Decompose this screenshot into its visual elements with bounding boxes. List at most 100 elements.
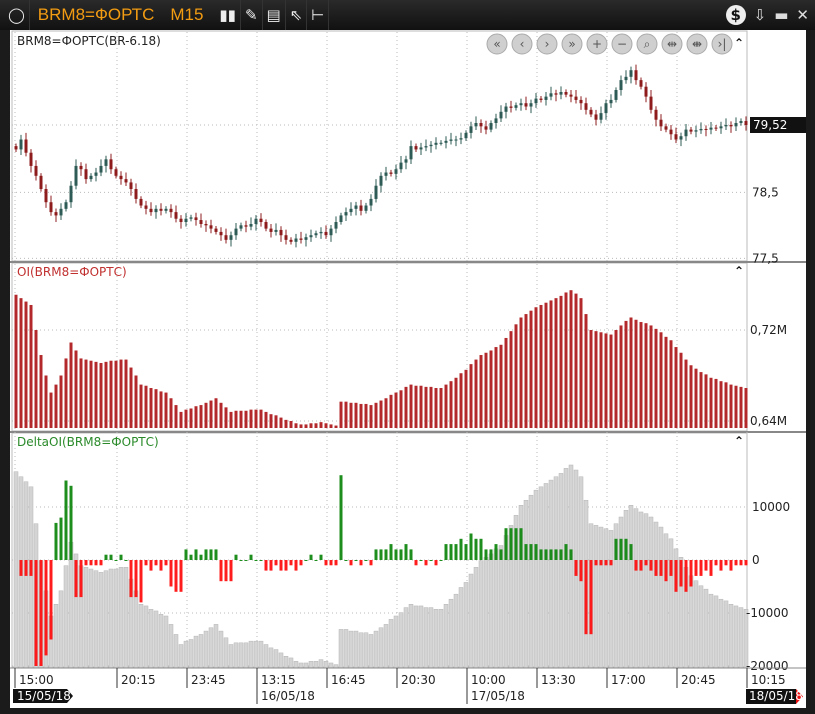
- candle-down: [689, 129, 693, 132]
- delta-background-bar: [318, 659, 324, 669]
- collapse-price-icon[interactable]: ⌃: [734, 36, 744, 50]
- candle-down: [79, 165, 83, 170]
- delta-bar-down: [299, 560, 303, 566]
- delta-bar-down: [174, 560, 178, 592]
- delta-bar-up: [404, 544, 408, 560]
- oi-bar: [544, 302, 548, 428]
- delta-background-bar: [68, 541, 74, 669]
- candle-up: [99, 165, 103, 173]
- delta-background-bar: [108, 568, 114, 669]
- cursor-icon[interactable]: ⇖: [286, 0, 308, 30]
- compress-button[interactable]: [661, 33, 683, 55]
- collapse-delta-icon[interactable]: ⌃: [734, 434, 744, 448]
- oi-bar: [639, 322, 643, 428]
- timeframe-label[interactable]: M15: [170, 5, 204, 24]
- candle-up: [499, 111, 503, 119]
- delta-bar-up: [64, 480, 68, 560]
- oi-bar: [254, 409, 258, 428]
- scroll-end-button[interactable]: [561, 33, 583, 55]
- candle-up: [464, 132, 468, 139]
- candle-up: [239, 225, 243, 229]
- delta-tick-label: 10000: [752, 500, 790, 514]
- oi-bar: [439, 388, 443, 428]
- circle-icon[interactable]: ◯: [4, 0, 30, 30]
- expand-button[interactable]: [686, 33, 708, 55]
- last-price-badge: [750, 117, 806, 133]
- scroll-start-button[interactable]: [486, 33, 508, 55]
- candle-up: [474, 123, 478, 127]
- dollar-icon[interactable]: $: [725, 5, 746, 25]
- candle-down: [49, 202, 53, 213]
- candle-down: [44, 189, 48, 203]
- candlestick-icon[interactable]: ▮▮: [215, 0, 241, 30]
- oi-bar: [529, 310, 533, 428]
- close-icon[interactable]: ✕: [796, 6, 809, 24]
- delta-bar-down: [714, 560, 718, 566]
- zoom-in-button[interactable]: [586, 33, 608, 55]
- symbol-title[interactable]: BRM8=ФОРТС: [37, 5, 155, 24]
- maximize-icon[interactable]: ▬: [774, 6, 789, 24]
- candle-down: [14, 146, 18, 150]
- delta-bar-up: [379, 549, 383, 560]
- oi-bar: [684, 359, 688, 428]
- delta-bar-down: [219, 560, 223, 582]
- delta-bar-down: [159, 560, 163, 571]
- collapse-oi-icon[interactable]: ⌃: [734, 264, 744, 278]
- candle-up: [354, 205, 358, 209]
- delta-bar-down: [44, 560, 48, 656]
- candle-down: [144, 205, 148, 209]
- scroll-right-button[interactable]: [536, 33, 558, 55]
- delta-background-bar: [658, 526, 664, 669]
- delta-bar-up: [464, 544, 468, 560]
- candle-down: [179, 218, 183, 223]
- delta-bar-down: [99, 560, 103, 566]
- delta-bar-up: [499, 549, 503, 560]
- candle-down: [649, 96, 653, 110]
- candle-down: [569, 94, 573, 97]
- candle-down: [224, 235, 228, 240]
- candle-down: [714, 127, 718, 129]
- zoom-out-button[interactable]: [611, 33, 633, 55]
- candle-down: [664, 126, 668, 130]
- candle-up: [604, 103, 608, 114]
- candle-up: [189, 217, 193, 219]
- delta-bar-down: [669, 560, 673, 576]
- oi-bar: [199, 405, 203, 428]
- oi-bar: [424, 386, 428, 428]
- candle-up: [449, 139, 453, 141]
- scroll-start-icon: «: [493, 37, 500, 51]
- oi-bar: [244, 410, 248, 428]
- download-icon[interactable]: ⇩: [753, 6, 767, 24]
- oi-bar: [344, 401, 348, 428]
- oi-bar: [554, 298, 558, 428]
- delta-background-bar: [143, 605, 149, 669]
- pencil-icon[interactable]: ✎: [241, 0, 263, 30]
- oi-bar: [359, 403, 363, 428]
- scroll-left-button[interactable]: [511, 33, 533, 55]
- delta-background-bar: [628, 505, 634, 669]
- oi-bar: [139, 384, 143, 428]
- scroll-end-arrow-icon[interactable]: [796, 689, 803, 704]
- oi-bar: [609, 334, 613, 428]
- oi-bar: [309, 423, 313, 428]
- candle-up: [369, 198, 373, 206]
- oi-bar: [249, 409, 253, 428]
- oi-bar: [579, 298, 583, 428]
- delta-bar-up: [559, 549, 563, 560]
- candle-down: [744, 121, 748, 125]
- delta-background-bar: [458, 587, 464, 669]
- delta-background-bar: [633, 508, 639, 669]
- oi-bar: [469, 364, 473, 428]
- date-label: 18/05/18: [749, 689, 803, 703]
- candle-down: [129, 182, 133, 190]
- chart-settings-icon[interactable]: ▤: [263, 0, 286, 30]
- candle-up: [334, 222, 338, 229]
- candle-down: [39, 175, 43, 190]
- delta-bar-up: [549, 549, 553, 560]
- delta-bar-up: [114, 560, 118, 561]
- level-icon[interactable]: ⊢: [307, 0, 330, 30]
- go-last-button[interactable]: [711, 33, 733, 55]
- zoom-fit-button[interactable]: [636, 33, 658, 55]
- delta-background-bar: [398, 612, 404, 669]
